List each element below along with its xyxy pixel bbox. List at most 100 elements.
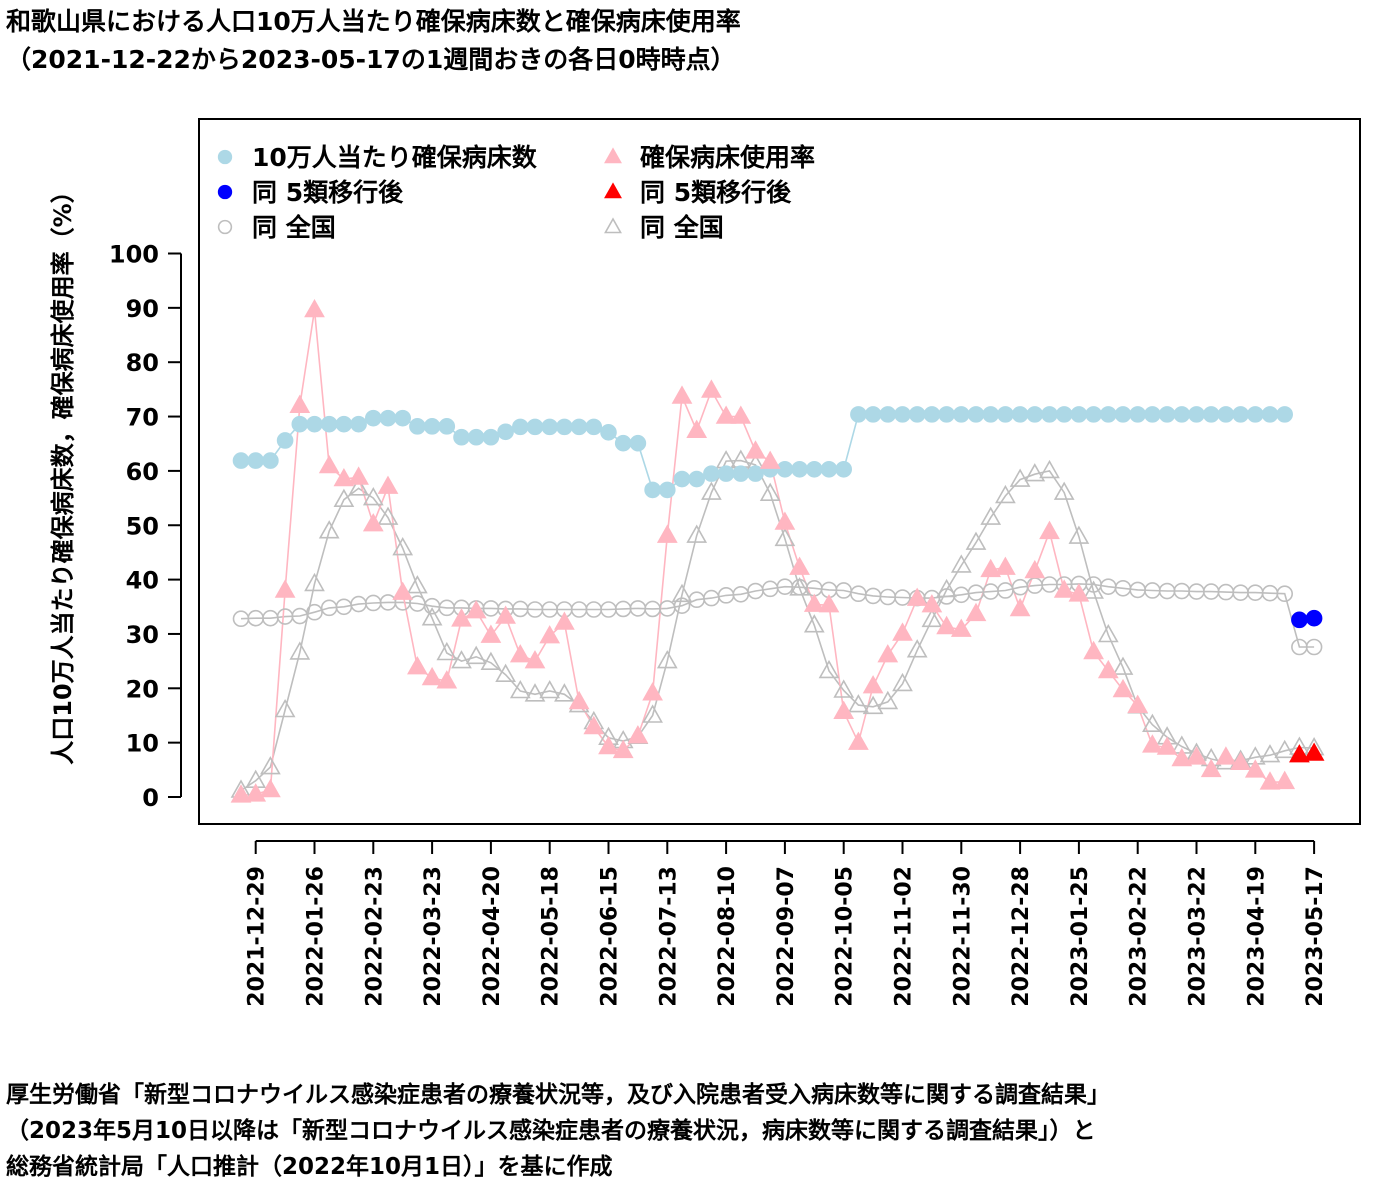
series-3-point	[289, 394, 311, 414]
series-0-point	[982, 406, 1000, 423]
series-0-point	[747, 465, 764, 482]
series-5-point	[642, 704, 663, 723]
series-0-point	[262, 452, 279, 469]
series-3-point	[774, 511, 796, 530]
series-3-point	[436, 670, 458, 689]
series-5-point	[980, 506, 1002, 525]
series-3-point	[995, 556, 1016, 575]
series-5-point	[407, 575, 428, 594]
series-3-point	[1200, 758, 1222, 778]
series-3-point	[1156, 736, 1178, 755]
series-3-point	[554, 611, 575, 630]
chart-title: 和歌山県における人口10万人当たり確保病床数と確保病床使用率	[6, 7, 741, 36]
series-0-point	[350, 415, 367, 433]
series-5-point	[936, 578, 957, 598]
series-0-point	[1202, 406, 1220, 423]
series-0-point	[335, 415, 353, 433]
series-3-point	[980, 558, 1002, 578]
x-tick-label: 2022-04-20	[480, 866, 505, 1007]
legend-label: 10万人当たり確保病床数	[252, 143, 538, 172]
series-5-point	[774, 527, 796, 547]
series-3-point	[906, 587, 928, 606]
x-tick-label: 2023-05-17	[1303, 866, 1328, 1007]
series-3-point	[612, 739, 634, 759]
series-3-point	[803, 593, 825, 612]
series-3-point	[1039, 520, 1060, 540]
series-0-point	[923, 406, 941, 423]
series-5-point	[480, 651, 502, 671]
y-tick-label: 40	[126, 567, 159, 595]
x-tick-label: 2023-01-25	[1068, 866, 1093, 1007]
series-0-point	[850, 406, 867, 423]
series-lines	[240, 309, 1315, 797]
series-5-point	[348, 477, 369, 496]
series-0-point	[232, 452, 250, 469]
series-0-point	[673, 470, 691, 488]
series-5-point	[539, 679, 561, 699]
x-tick-label: 2023-03-22	[1186, 866, 1211, 1007]
series-0-point	[247, 452, 264, 469]
legend-label: 同 5類移行後	[252, 178, 404, 207]
series-5-point	[304, 572, 325, 592]
legend-marker	[217, 149, 233, 165]
series-0-point	[364, 409, 382, 427]
series-0-point	[688, 470, 706, 488]
series-4-point	[1303, 742, 1325, 761]
series-3-point	[539, 625, 561, 644]
series-3-point	[818, 594, 840, 613]
series-3-point	[1244, 759, 1266, 778]
series-0-point	[1217, 406, 1235, 423]
series-3-point	[451, 608, 472, 627]
x-tick-label: 2022-08-10	[715, 866, 740, 1007]
x-axis: 2021-12-29 2022-01-26 2022-02-23 2022-03-23…	[245, 840, 1328, 1007]
series-3-point	[1171, 747, 1193, 767]
series-5-point	[1259, 744, 1281, 763]
legend-label: 同 全国	[252, 213, 336, 242]
plot-frame	[198, 118, 1361, 825]
series-2-point	[1305, 638, 1323, 656]
y-tick-label: 70	[126, 404, 159, 432]
series-0-point	[820, 460, 838, 478]
series-3-point	[568, 690, 590, 710]
series-3-point	[348, 466, 369, 485]
series-3-point	[950, 618, 972, 637]
legend-item: 同 全国	[217, 213, 336, 242]
source-note-line-2: （2023年5月10日以降は「新型コロナウイルス感染症患者の療養状況，病床数等に…	[6, 1118, 1096, 1144]
series-3-point	[892, 622, 913, 641]
series-0-point	[1232, 406, 1249, 423]
series-0-point	[453, 428, 470, 446]
series-3-point	[745, 440, 766, 459]
x-tick-label: 2022-01-26	[304, 866, 329, 1007]
series-3-point	[656, 524, 678, 543]
series-0-point	[526, 418, 544, 436]
series-3-point	[921, 594, 943, 613]
series-0-point	[291, 415, 309, 433]
series-3-point	[495, 605, 516, 624]
series-5-point	[509, 679, 531, 699]
series-3-point	[759, 450, 781, 469]
series-0-point	[835, 460, 853, 478]
series-5-point	[333, 488, 355, 508]
series-3-point	[833, 700, 855, 720]
series-3-point	[1053, 579, 1075, 598]
series-5-point	[436, 641, 458, 661]
series-3-point	[362, 513, 384, 532]
series-3-line	[240, 309, 1285, 797]
series-3-point	[465, 600, 487, 619]
series-0-point	[1011, 406, 1029, 423]
series-5-point	[701, 481, 722, 500]
series-3-point	[318, 454, 340, 474]
series-5-point	[995, 484, 1016, 504]
series-3-point	[333, 467, 355, 487]
series-3-point	[407, 656, 428, 675]
series-0-point	[1070, 406, 1088, 423]
series-5-point	[318, 520, 340, 539]
x-tick-label: 2022-06-15	[598, 866, 623, 1007]
series-5-point	[789, 577, 810, 596]
series-5-point	[833, 679, 855, 698]
series-5-point	[892, 672, 913, 692]
series-0-point	[438, 418, 456, 435]
series-3-point	[230, 784, 252, 803]
y-tick-label: 0	[142, 784, 159, 812]
series-5-point	[524, 683, 546, 702]
